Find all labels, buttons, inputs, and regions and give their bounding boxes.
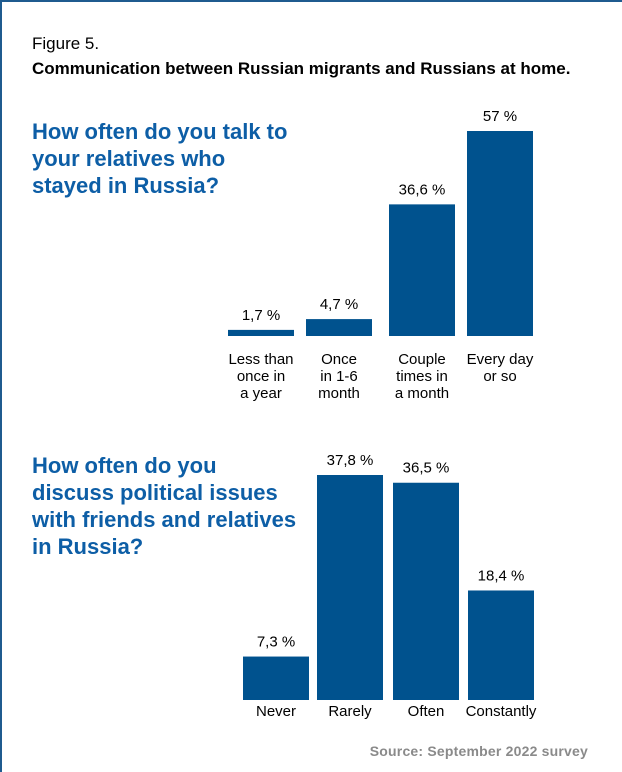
chart-2-value-label-1: 7,3 %	[257, 634, 295, 651]
chart-2-bar-1	[243, 656, 309, 700]
chart-1-title: How often do you talk to your relatives …	[32, 119, 288, 198]
chart-1-bar-4	[467, 131, 533, 336]
source-note: Source: September 2022 survey	[369, 743, 588, 759]
chart-2-category-label-4: Constantly	[466, 703, 537, 720]
chart-2-category-label-2: Rarely	[328, 703, 372, 720]
chart-2-title: How often do you discuss political issue…	[32, 453, 297, 559]
chart-1-bar-3	[389, 204, 455, 336]
chart-1-category-label-1: Less than once in a year	[228, 351, 293, 402]
chart-1-value-label-2: 4,7 %	[320, 296, 358, 313]
chart-1-category-label-4: Every day or so	[467, 351, 534, 385]
chart-2-value-label-2: 37,8 %	[327, 452, 374, 469]
chart-1-bar-2	[306, 319, 372, 336]
chart-2-value-label-3: 36,5 %	[403, 460, 450, 477]
chart-2-bar-4	[468, 590, 534, 700]
chart-1-category-label-2: Once in 1-6 month	[318, 351, 360, 402]
chart-1-bar-1	[228, 329, 294, 336]
chart-2-category-label-3: Often	[408, 703, 445, 720]
chart-2-category-label-1: Never	[256, 703, 296, 720]
chart-2-value-label-4: 18,4 %	[478, 567, 525, 584]
chart-2-bar-3	[393, 482, 459, 700]
chart-1-value-label-1: 1,7 %	[242, 307, 280, 324]
chart-1-category-label-3: Couple times in a month	[395, 351, 449, 402]
chart-1-value-label-3: 36,6 %	[399, 181, 446, 198]
chart-1-value-label-4: 57 %	[483, 108, 517, 125]
chart-2-bar-2	[317, 475, 383, 700]
figure-title: Communication between Russian migrants a…	[32, 59, 571, 78]
figure-label: Figure 5.	[32, 34, 100, 53]
